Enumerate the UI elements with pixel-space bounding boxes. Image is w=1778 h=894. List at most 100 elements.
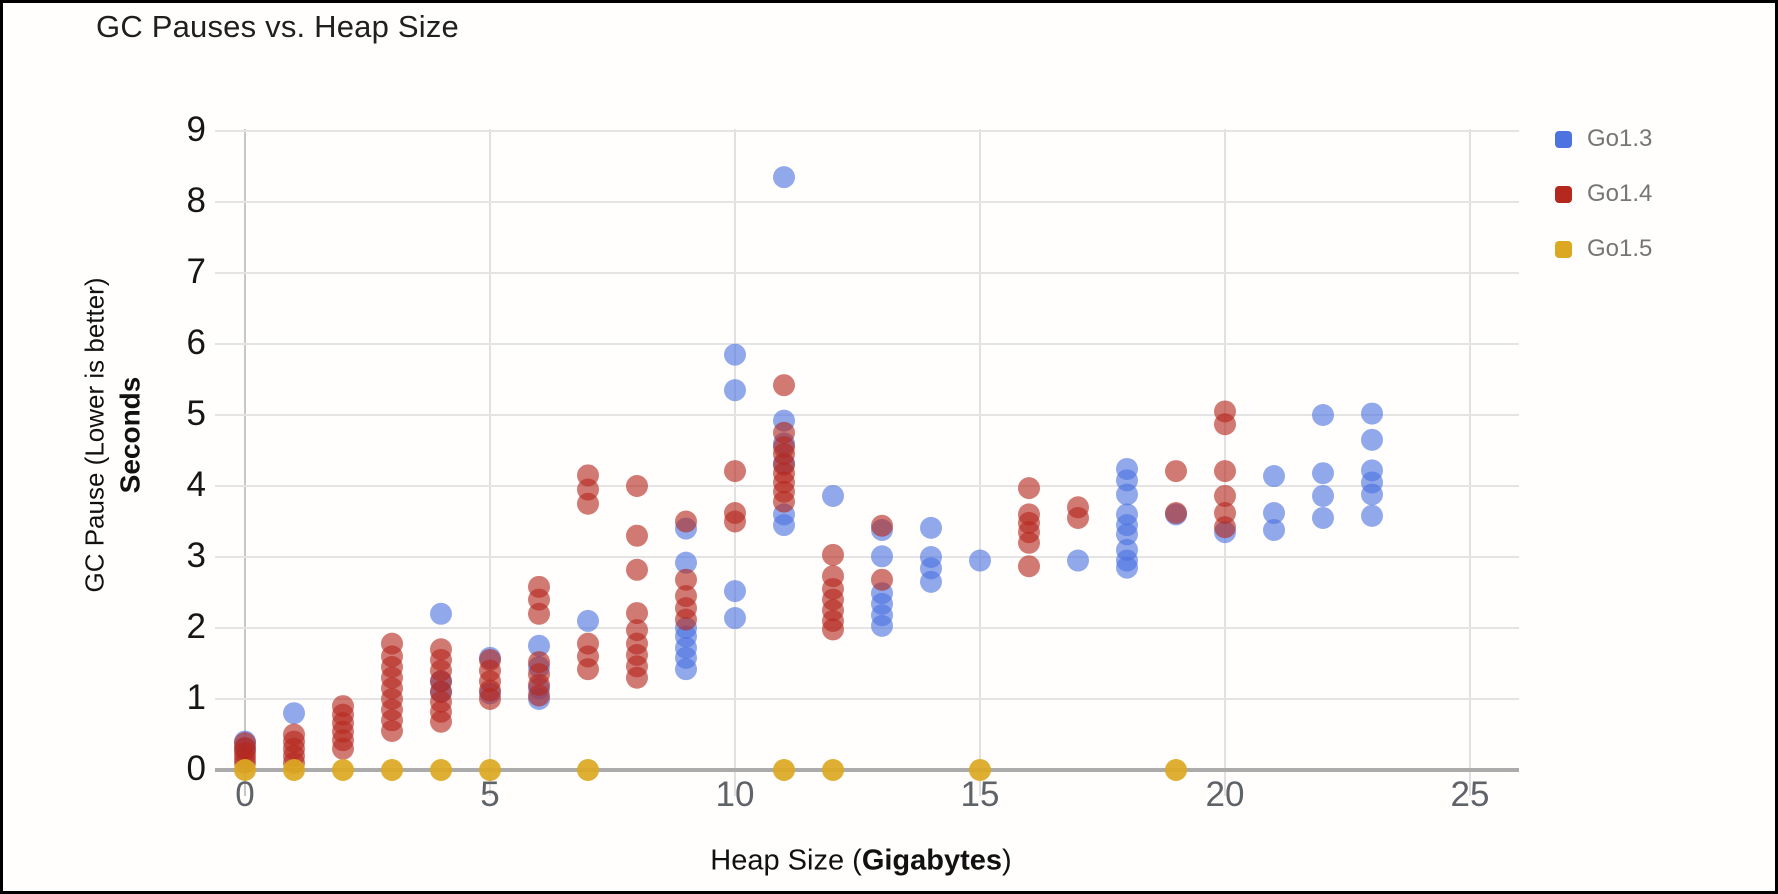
- data-point-go1.3: [1361, 428, 1383, 451]
- data-point-go1.4: [430, 638, 452, 661]
- data-point-go1.4: [1018, 555, 1040, 578]
- legend-label-go1-4: Go1.4: [1587, 180, 1653, 207]
- x-axis-tick-label: 5: [480, 775, 500, 814]
- data-point-go1.5: [1165, 759, 1187, 781]
- data-point-go1.3: [822, 484, 844, 507]
- data-point-go1.4: [822, 618, 844, 641]
- data-point-go1.4: [234, 732, 256, 755]
- data-point-go1.4: [626, 602, 648, 625]
- data-point-go1.4: [577, 492, 599, 515]
- data-point-go1.3: [1263, 465, 1285, 488]
- data-point-go1.4: [528, 651, 550, 674]
- legend-swatch-go1-5-icon: [1555, 240, 1572, 258]
- data-point-go1.4: [626, 524, 648, 547]
- data-point-go1.3: [1116, 556, 1138, 579]
- legend-label-go1-3: Go1.3: [1587, 125, 1653, 152]
- x-axis-tick-label: 15: [960, 775, 1000, 814]
- data-point-go1.3: [1312, 404, 1334, 426]
- data-point-go1.3: [577, 609, 599, 632]
- data-point-go1.3: [1361, 483, 1383, 506]
- legend-label-go1-5: Go1.5: [1587, 235, 1653, 262]
- data-point-go1.5: [234, 759, 256, 781]
- legend-swatch-go1-4-icon: [1555, 185, 1572, 203]
- y-axis-tick-label: 3: [186, 536, 206, 575]
- legend-item-go1-4[interactable]: Go1.4: [1555, 180, 1652, 208]
- data-point-go1.5: [332, 759, 354, 781]
- data-point-go1.3: [920, 570, 942, 593]
- data-point-go1.3: [1361, 402, 1383, 425]
- data-point-go1.5: [577, 759, 599, 781]
- data-point-go1.4: [675, 608, 697, 631]
- y-axis-tick-label: 9: [186, 110, 206, 149]
- data-point-go1.4: [1165, 460, 1187, 483]
- data-point-go1.3: [675, 658, 697, 681]
- data-point-go1.4: [479, 648, 501, 671]
- x-axis-tick-label: 0: [235, 775, 255, 814]
- data-point-go1.4: [1165, 501, 1187, 524]
- data-point-go1.4: [871, 514, 893, 537]
- legend: Go1.3 Go1.4 Go1.5: [1555, 125, 1652, 290]
- data-point-go1.5: [822, 759, 844, 781]
- x-axis-tick-label: 25: [1450, 775, 1490, 814]
- data-point-go1.4: [822, 543, 844, 566]
- y-axis-tick-label: 4: [186, 465, 206, 504]
- data-point-go1.3: [773, 166, 795, 189]
- legend-swatch-go1-3-icon: [1555, 130, 1572, 148]
- x-axis-title-prefix: Heap Size (: [710, 844, 862, 877]
- data-point-go1.4: [577, 658, 599, 681]
- y-axis-tick-label: 0: [186, 749, 206, 788]
- data-point-go1.3: [1312, 462, 1334, 485]
- x-axis-title-bold: Gigabytes: [861, 844, 1003, 877]
- data-point-go1.4: [626, 475, 648, 497]
- x-axis-title: Heap Size (Gigabytes): [710, 845, 1011, 878]
- x-axis-title-suffix: ): [1002, 844, 1012, 877]
- data-point-go1.3: [1263, 501, 1285, 524]
- data-point-go1.3: [724, 607, 746, 630]
- data-point-go1.3: [1116, 483, 1138, 506]
- data-point-go1.3: [969, 549, 991, 572]
- data-point-go1.4: [381, 632, 403, 655]
- data-point-go1.4: [724, 510, 746, 533]
- y-axis-tick-label: 6: [186, 323, 206, 362]
- data-point-go1.3: [724, 379, 746, 402]
- data-point-go1.4: [871, 568, 893, 591]
- data-point-go1.4: [773, 374, 795, 397]
- x-axis-tick-label: 10: [715, 775, 755, 814]
- plot-area: [215, 129, 1519, 796]
- legend-item-go1-3[interactable]: Go1.3: [1555, 125, 1652, 153]
- data-point-go1.4: [1214, 460, 1236, 483]
- data-point-go1.3: [430, 602, 452, 625]
- data-point-go1.3: [1312, 506, 1334, 529]
- data-point-go1.5: [479, 759, 501, 781]
- y-axis-tick-label: 8: [186, 181, 206, 220]
- data-point-go1.4: [675, 568, 697, 591]
- data-point-go1.5: [969, 759, 991, 781]
- data-point-go1.3: [920, 516, 942, 539]
- data-point-go1.3: [773, 514, 795, 537]
- y-axis-tick-label: 2: [186, 607, 206, 646]
- data-point-go1.4: [1018, 477, 1040, 500]
- data-point-go1.3: [1116, 523, 1138, 546]
- data-point-go1.4: [1214, 516, 1236, 539]
- data-point-go1.3: [528, 634, 550, 657]
- data-point-go1.4: [1018, 531, 1040, 554]
- data-point-go1.4: [626, 558, 648, 581]
- legend-item-go1-5[interactable]: Go1.5: [1555, 235, 1652, 263]
- y-axis-tick-label: 7: [186, 252, 206, 291]
- data-point-go1.3: [724, 580, 746, 603]
- data-point-go1.5: [283, 759, 305, 781]
- data-point-go1.3: [1263, 519, 1285, 542]
- data-point-go1.4: [626, 666, 648, 689]
- data-point-go1.4: [332, 695, 354, 718]
- data-point-go1.4: [724, 460, 746, 483]
- data-point-go1.3: [283, 702, 305, 725]
- data-point-go1.3: [871, 545, 893, 568]
- y-axis-tick-label: 1: [186, 678, 206, 717]
- data-point-go1.4: [528, 575, 550, 598]
- data-point-go1.3: [1067, 549, 1089, 572]
- x-axis-tick-label: 20: [1205, 775, 1245, 814]
- data-point-go1.3: [1312, 484, 1334, 507]
- y-axis-tick-label: 5: [186, 394, 206, 433]
- chart-title: GC Pauses vs. Heap Size: [96, 9, 459, 44]
